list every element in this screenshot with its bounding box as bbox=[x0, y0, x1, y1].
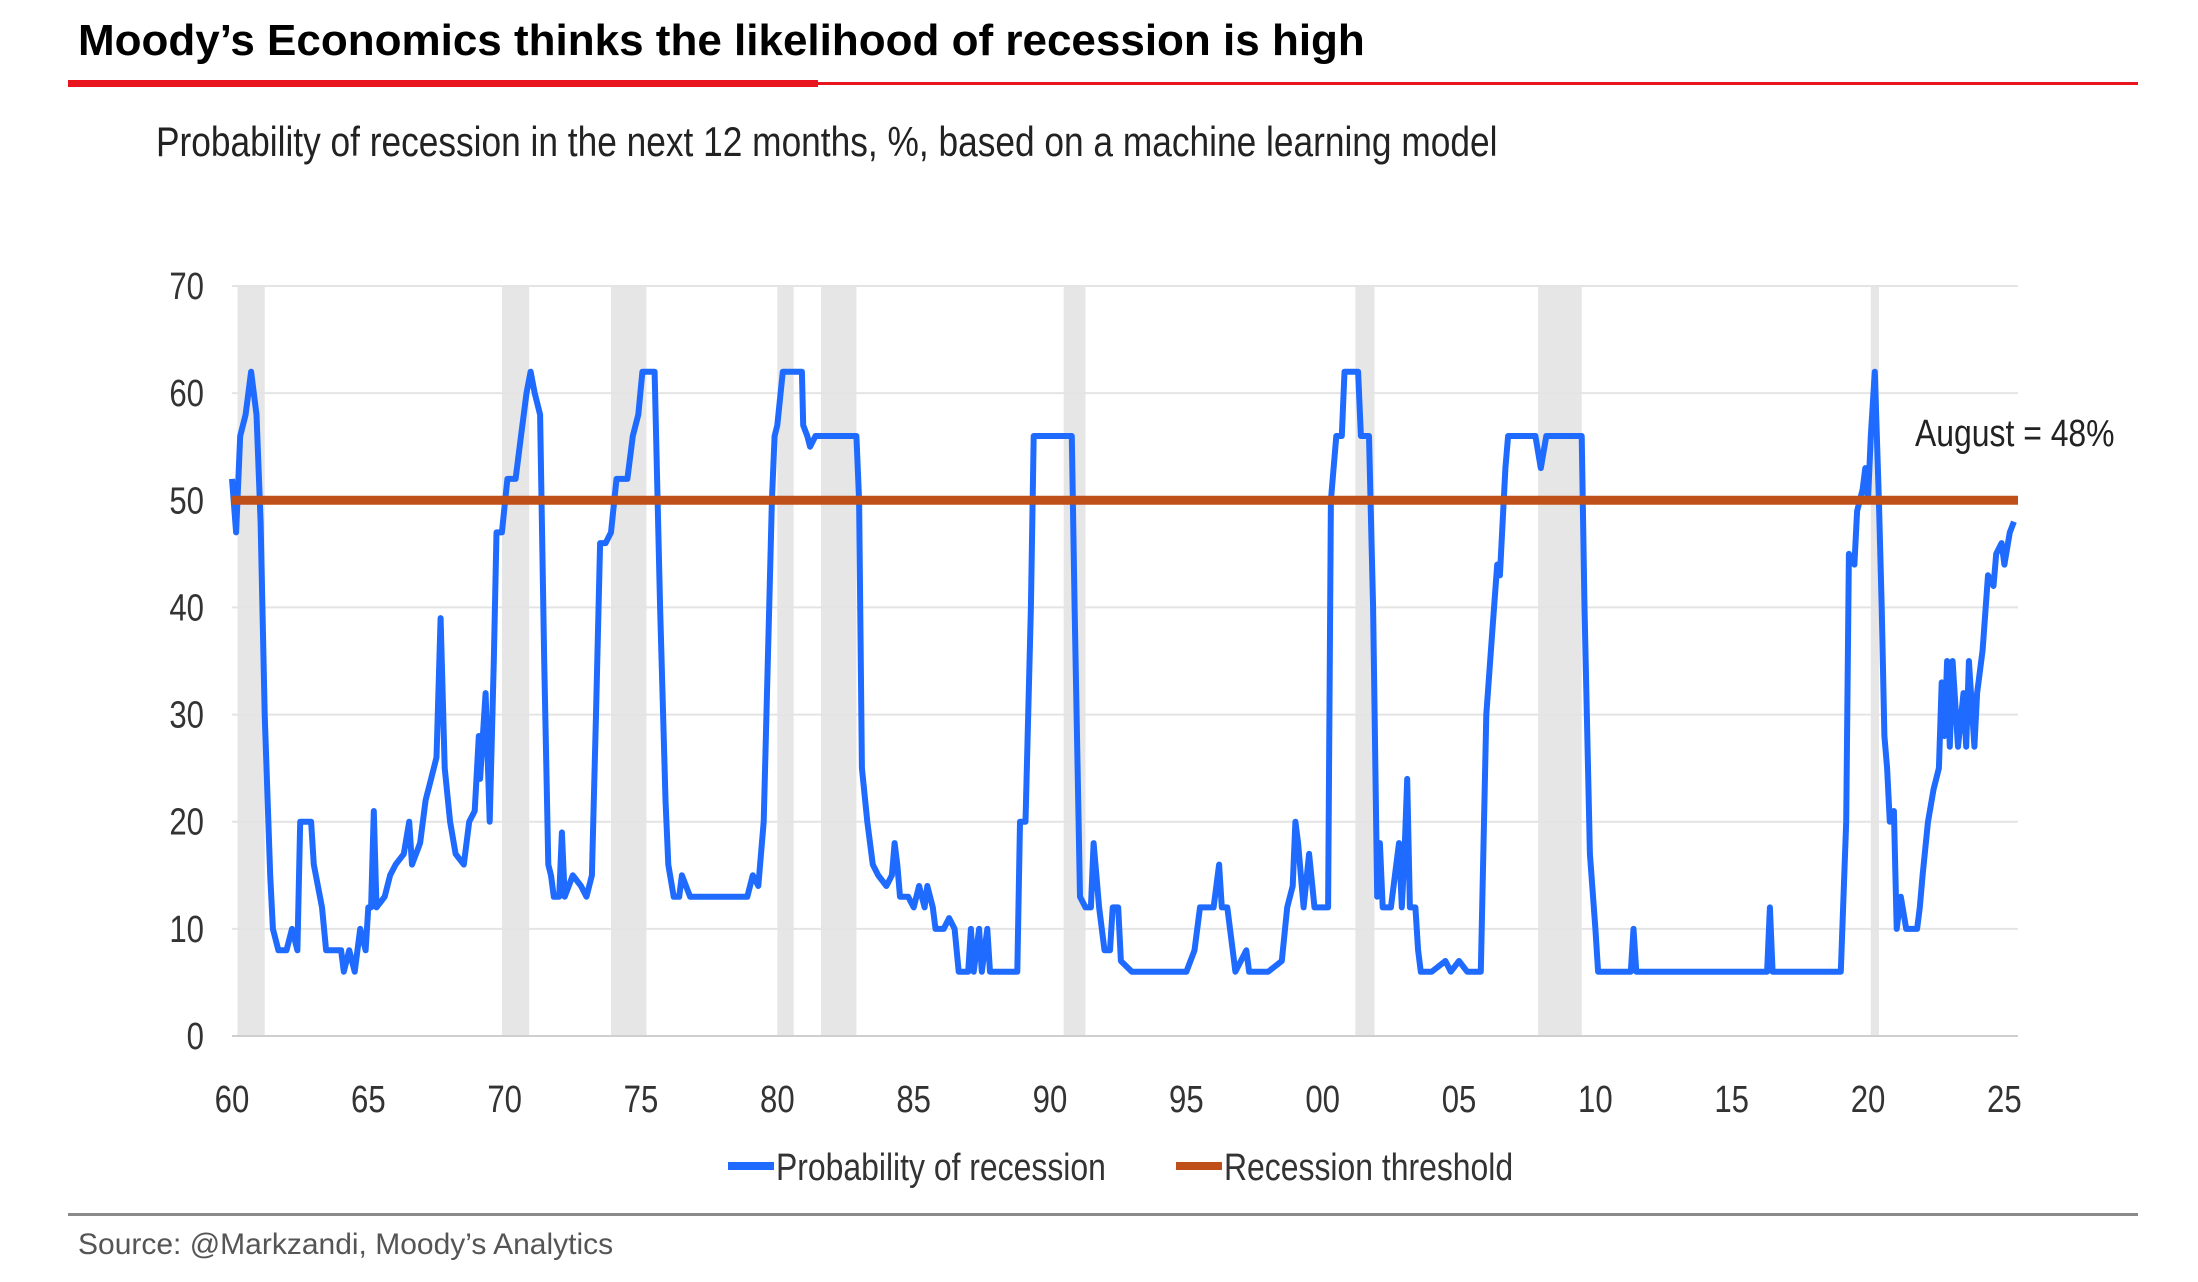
x-tick-label: 90 bbox=[1033, 1079, 1068, 1121]
y-tick-label: 40 bbox=[169, 588, 204, 630]
y-tick-label: 30 bbox=[169, 695, 204, 737]
recession-period-band bbox=[820, 286, 857, 1036]
x-tick-label: 95 bbox=[1169, 1079, 1204, 1121]
recession-period-band bbox=[777, 286, 794, 1036]
gridlines-group bbox=[232, 285, 2018, 1037]
recession-period-band bbox=[237, 286, 265, 1036]
y-tick-labels: 0 10 20 30 40 50 60 70 bbox=[169, 266, 204, 1058]
source-note: Source: @Markzandi, Moody’s Analytics bbox=[78, 1228, 614, 1261]
chart-title: Probability of recession in the next 12 … bbox=[156, 118, 1498, 165]
x-tick-label: 05 bbox=[1442, 1079, 1477, 1121]
x-tick-label: 65 bbox=[351, 1079, 386, 1121]
title-accent-divider bbox=[68, 80, 818, 87]
annotations-group: August = 48% bbox=[1915, 412, 2115, 454]
x-tick-label: 15 bbox=[1714, 1079, 1749, 1121]
x-tick-label: 80 bbox=[760, 1079, 795, 1121]
series-group bbox=[229, 368, 2018, 975]
x-tick-label: 20 bbox=[1851, 1079, 1886, 1121]
august-value-annotation: August = 48% bbox=[1915, 412, 2115, 454]
probability-of-recession-line bbox=[229, 368, 2017, 975]
legend-label: Recession threshold bbox=[1224, 1146, 1513, 1188]
x-tick-label: 10 bbox=[1578, 1079, 1613, 1121]
legend-item-probability: Probability of recession bbox=[728, 1146, 1106, 1189]
legend-item-threshold: Recession threshold bbox=[1176, 1146, 1513, 1189]
recession-period-band bbox=[1538, 286, 1582, 1036]
legend: Probability of recession Recession thresh… bbox=[728, 1146, 1513, 1189]
footer-divider bbox=[68, 1213, 2138, 1216]
x-tick-label: 25 bbox=[1987, 1079, 2022, 1121]
x-tick-labels: 60 65 70 75 80 85 90 95 00 05 10 15 20 25 bbox=[215, 1079, 2022, 1121]
recession-shading-group bbox=[237, 286, 1879, 1036]
y-tick-label: 10 bbox=[169, 909, 204, 951]
x-tick-label: 00 bbox=[1305, 1079, 1340, 1121]
x-tick-label: 60 bbox=[215, 1079, 250, 1121]
y-tick-label: 20 bbox=[169, 802, 204, 844]
x-tick-label: 85 bbox=[896, 1079, 931, 1121]
x-tick-label: 70 bbox=[487, 1079, 522, 1121]
recession-period-band bbox=[1870, 286, 1879, 1036]
y-tick-label: 0 bbox=[187, 1016, 204, 1058]
title-divider bbox=[68, 82, 2138, 85]
y-tick-label: 50 bbox=[169, 480, 204, 522]
page-title: Moody’s Economics thinks the likelihood … bbox=[78, 16, 1365, 65]
y-tick-label: 60 bbox=[169, 373, 204, 415]
y-tick-label: 70 bbox=[169, 266, 204, 308]
legend-label: Probability of recession bbox=[776, 1146, 1106, 1188]
x-tick-label: 75 bbox=[624, 1079, 659, 1121]
